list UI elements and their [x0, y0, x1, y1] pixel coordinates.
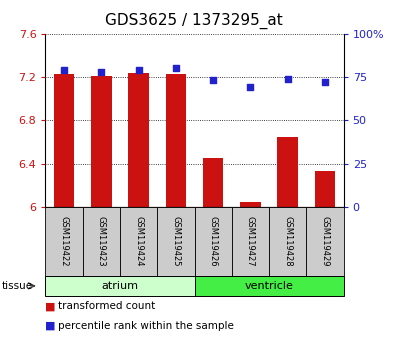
Text: GSM119427: GSM119427 — [246, 216, 255, 267]
Text: GSM119429: GSM119429 — [320, 216, 329, 267]
Text: atrium: atrium — [102, 281, 139, 291]
Bar — [91, 76, 112, 207]
Text: tissue: tissue — [2, 281, 33, 291]
Bar — [277, 137, 298, 207]
Bar — [166, 74, 186, 207]
Point — [247, 85, 254, 90]
Bar — [315, 171, 335, 207]
Text: ■: ■ — [45, 321, 56, 331]
Bar — [203, 158, 224, 207]
Point — [98, 69, 105, 75]
Text: GSM119422: GSM119422 — [60, 216, 69, 267]
Point — [284, 76, 291, 81]
Text: ventricle: ventricle — [245, 281, 293, 291]
Point — [135, 67, 142, 73]
Text: GSM119425: GSM119425 — [171, 216, 181, 267]
Bar — [128, 73, 149, 207]
Text: GSM119426: GSM119426 — [209, 216, 218, 267]
Bar — [54, 74, 74, 207]
Bar — [240, 202, 261, 207]
Text: ■: ■ — [45, 301, 56, 311]
Text: GSM119428: GSM119428 — [283, 216, 292, 267]
Point — [173, 65, 179, 71]
Text: percentile rank within the sample: percentile rank within the sample — [58, 321, 234, 331]
Text: GSM119423: GSM119423 — [97, 216, 106, 267]
Text: GDS3625 / 1373295_at: GDS3625 / 1373295_at — [105, 12, 282, 29]
Text: transformed count: transformed count — [58, 301, 156, 311]
Point — [210, 78, 216, 83]
Text: GSM119424: GSM119424 — [134, 216, 143, 267]
Point — [322, 79, 328, 85]
Point — [61, 67, 67, 73]
